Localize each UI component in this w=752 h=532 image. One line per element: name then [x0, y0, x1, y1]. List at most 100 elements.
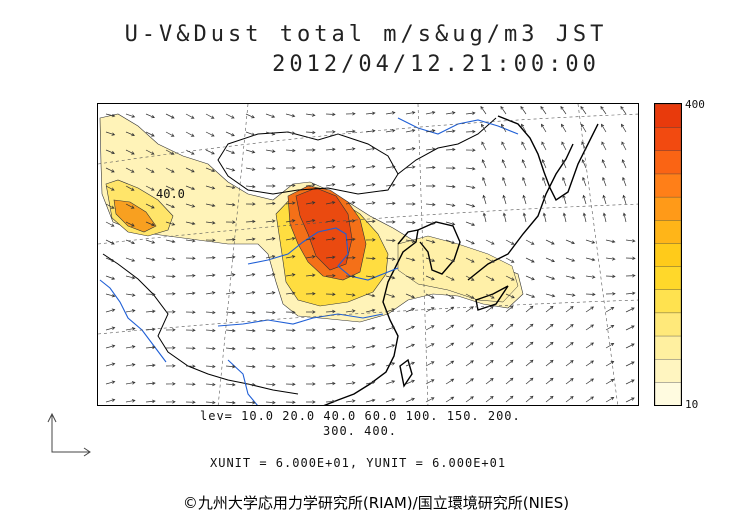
wind-vector — [485, 305, 494, 313]
river-west — [99, 279, 167, 363]
wind-vector — [125, 221, 135, 227]
wind-vector — [482, 212, 487, 223]
wind-vector — [245, 255, 256, 259]
wind-vector — [585, 275, 596, 279]
wind-vector — [522, 194, 527, 205]
wind-vector — [306, 364, 316, 368]
wind-vector — [562, 212, 567, 223]
wind-vector — [525, 275, 535, 281]
river-amur — [397, 117, 519, 135]
wind-vector — [501, 141, 507, 151]
wind-vector — [582, 212, 587, 223]
wind-vector — [545, 275, 556, 280]
wind-vector — [345, 363, 356, 367]
wind-vector — [585, 396, 594, 403]
wind-vector — [306, 382, 316, 386]
wind-vector — [365, 398, 376, 403]
wind-vector — [245, 167, 256, 171]
river-yangtze — [217, 313, 384, 327]
wind-vector — [125, 131, 135, 137]
wind-vector — [525, 359, 534, 367]
colorbar-step — [654, 126, 682, 152]
colorbar-min-label: 10 — [685, 398, 699, 411]
wind-vector — [585, 292, 596, 297]
wind-vector — [265, 382, 276, 387]
wind-vector — [265, 310, 276, 315]
wind-vector — [405, 275, 416, 280]
wind-vector — [621, 141, 627, 151]
wind-vector — [385, 183, 396, 187]
wind-vector — [605, 257, 616, 261]
wind-vector — [561, 141, 567, 151]
wind-vector — [385, 308, 396, 313]
wind-vector — [265, 113, 276, 118]
coastline-taiwan — [399, 358, 413, 388]
wind-vector — [465, 221, 476, 226]
wind-vector — [465, 239, 475, 245]
wind-vector — [165, 113, 175, 119]
wind-vector — [305, 130, 316, 135]
wind-vector — [565, 275, 576, 280]
wind-vector — [485, 293, 495, 299]
wind-vector — [505, 239, 515, 245]
wind-vector — [285, 201, 296, 205]
wind-vector — [445, 396, 455, 403]
wind-vector — [125, 345, 136, 349]
vector-units: XUNIT = 6.000E+01, YUNIT = 6.000E+01 — [210, 456, 507, 470]
colorbar-step — [654, 103, 682, 128]
wind-vector — [465, 167, 476, 171]
wind-vector — [165, 167, 175, 173]
wind-vector — [285, 183, 296, 188]
colorbar-step — [654, 335, 682, 360]
wind-vector — [125, 113, 136, 118]
wind-vector — [565, 306, 574, 313]
wind-vector — [205, 346, 216, 351]
wind-vector — [542, 176, 547, 187]
chart-timestamp: 2012/04/12.21:00:00 — [272, 52, 600, 77]
wind-vector — [145, 345, 156, 350]
wind-vector — [306, 346, 316, 350]
wind-vector — [125, 257, 136, 262]
wind-vector — [125, 203, 135, 209]
wind-vector — [406, 202, 416, 206]
wind-vector — [445, 203, 456, 207]
wind-vector — [565, 360, 574, 367]
wind-vector — [525, 305, 534, 313]
wind-vector — [505, 257, 515, 263]
wind-vector — [225, 364, 236, 369]
reference-vector-icon — [47, 412, 91, 457]
wind-vector-layer — [105, 106, 636, 405]
wind-vector — [465, 129, 476, 134]
wind-vector — [185, 185, 196, 191]
wind-vector — [405, 325, 415, 331]
wind-vector — [325, 327, 336, 332]
wind-vector — [425, 343, 435, 349]
wind-vector — [405, 220, 416, 225]
wind-vector — [325, 130, 336, 134]
wind-vector — [285, 148, 296, 153]
wind-vector — [465, 148, 476, 152]
wind-vector — [306, 400, 316, 404]
wind-vector — [205, 131, 215, 137]
wind-vector — [425, 307, 435, 313]
wind-vector — [365, 129, 376, 133]
wind-vector — [345, 274, 356, 279]
wind-vector — [405, 361, 415, 367]
wind-vector — [525, 257, 535, 263]
wind-vector — [205, 255, 216, 260]
wind-vector — [145, 167, 155, 173]
colorbar-scale — [654, 103, 682, 406]
wind-vector — [405, 293, 415, 299]
wind-vector — [185, 346, 196, 350]
wind-vector — [365, 380, 376, 385]
wind-vector — [545, 377, 554, 385]
wind-vector — [481, 159, 487, 169]
wind-vector — [245, 346, 256, 351]
wind-vector — [165, 149, 175, 155]
wind-vector — [345, 399, 356, 403]
wind-vector — [125, 399, 136, 403]
wind-vector — [540, 106, 547, 115]
wind-vector — [585, 239, 596, 244]
wind-vector — [145, 309, 156, 314]
wind-vector — [605, 343, 615, 349]
